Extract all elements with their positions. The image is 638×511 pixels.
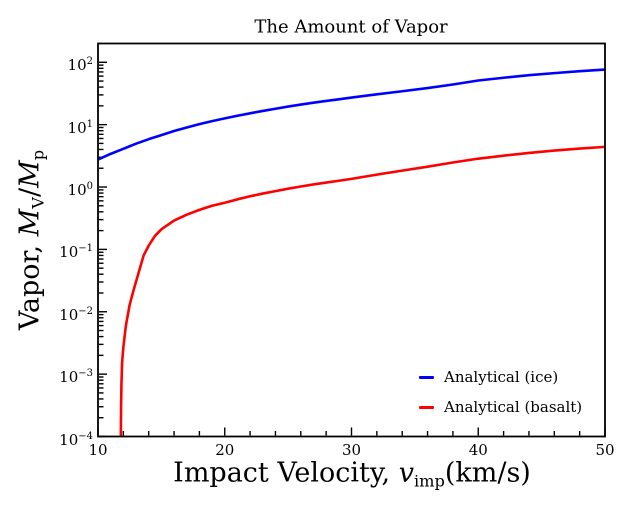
legend-swatch-ice [419,375,434,379]
x-axis-label-text: Impact Velocity, [173,457,399,489]
y-tick-label: 102 [67,56,93,75]
chart-title: The Amount of Vapor [254,16,448,38]
legend-row-ice: Analytical (ice) [413,362,582,392]
y-tick-label: 10−2 [59,305,93,324]
y-tick-label: 10−1 [59,243,93,262]
legend-row-basalt: Analytical (basalt) [413,392,582,422]
x-tick-label: 40 [468,441,488,459]
axes-spines [97,42,606,438]
curve-ice [97,68,606,161]
legend-label-ice: Analytical (ice) [444,368,559,386]
legend-swatch-basalt [419,405,434,409]
y-axis-label-mv: M [14,208,46,237]
x-tick-label: 30 [341,441,362,459]
y-tick-label: 100 [67,181,93,200]
curve-basalt [119,145,606,437]
y-tick-label: 101 [67,118,93,137]
x-axis-label-subscript: imp [413,471,445,491]
y-tick-label: 10−4 [59,430,93,449]
x-tick-label: 50 [595,441,615,459]
x-tick-label: 10 [88,441,108,459]
x-axis-label-variable: v [398,457,414,489]
legend-label-basalt: Analytical (basalt) [444,398,583,416]
x-tick-label: 20 [215,441,235,459]
x-axis-label-units: (km/s) [444,457,531,489]
x-axis-label: Impact Velocity, vimp(km/s) [173,457,531,491]
y-axis-label-mp-sub: p [28,149,48,161]
legend: Analytical (ice) Analytical (basalt) [413,362,582,422]
y-tick-label: 10−3 [59,368,93,387]
